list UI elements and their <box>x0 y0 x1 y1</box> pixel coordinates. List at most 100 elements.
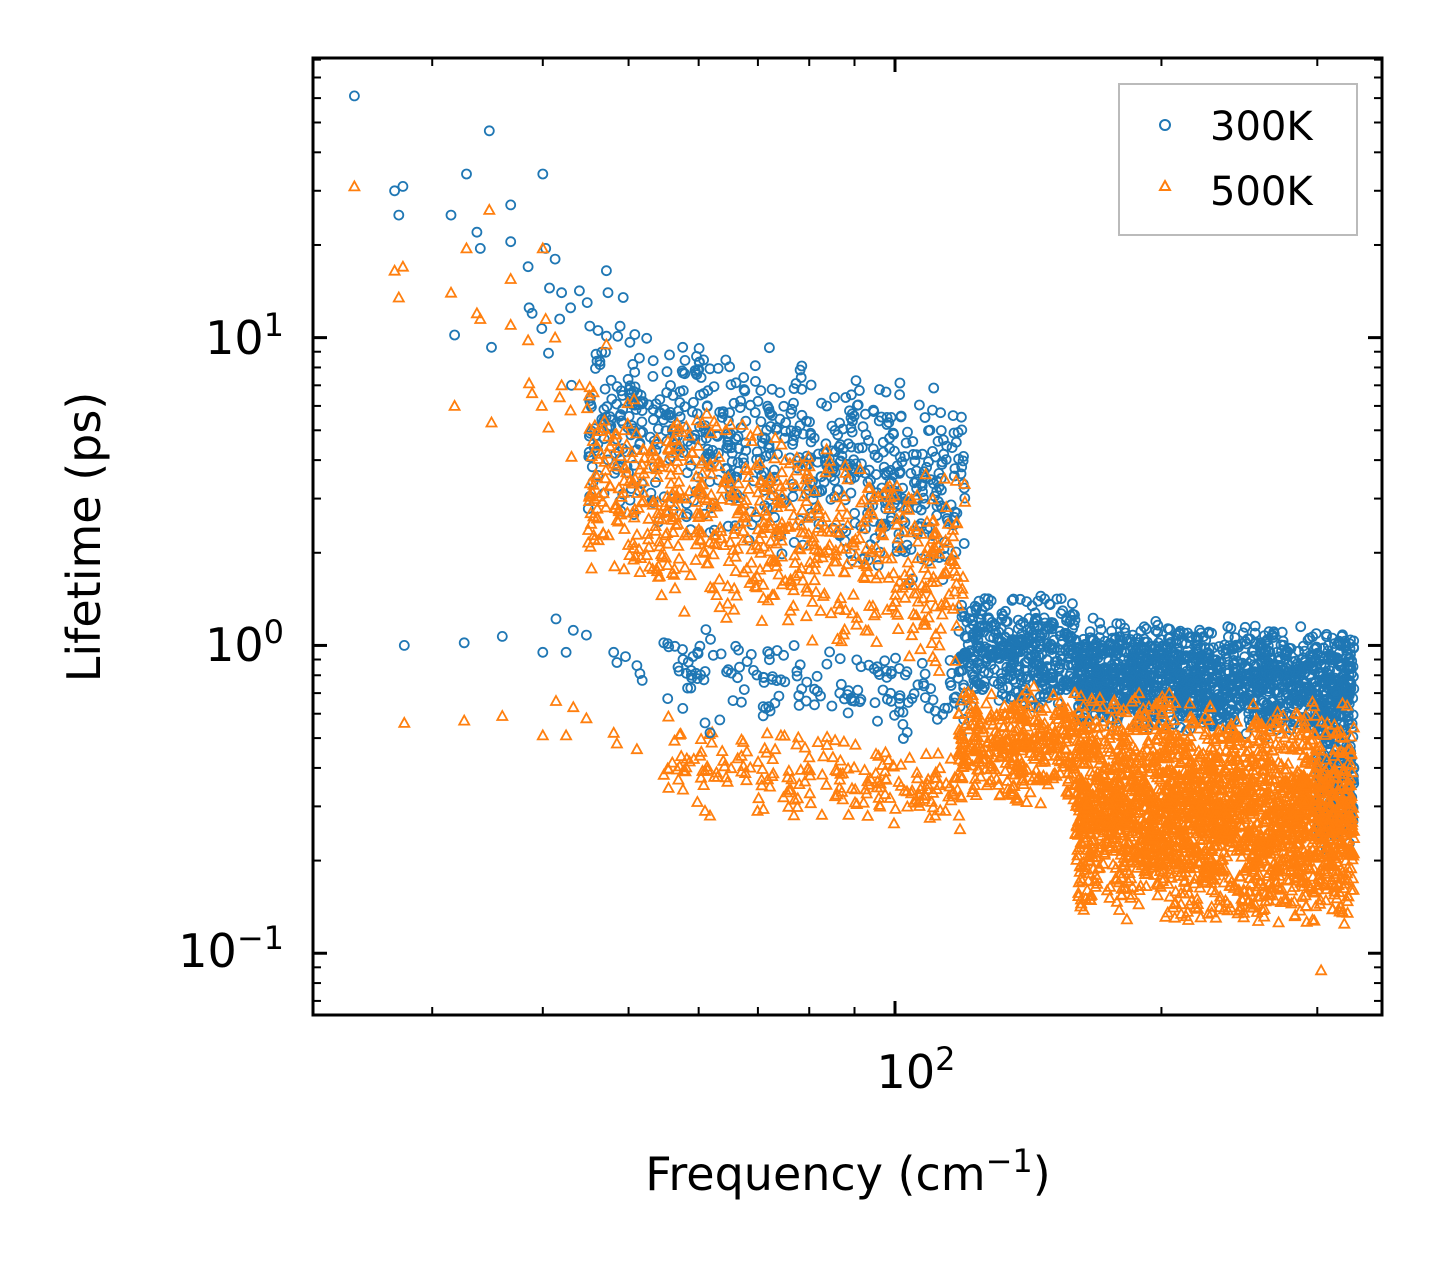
point-300k <box>924 424 936 436</box>
point-300k <box>856 442 868 454</box>
point-300k <box>714 714 726 726</box>
point-300k <box>945 680 957 691</box>
point-300k <box>652 423 664 435</box>
point-300k <box>929 490 941 502</box>
point-300k <box>787 482 799 493</box>
point-300k <box>837 423 849 435</box>
point-300k <box>583 451 595 463</box>
point-300k <box>1035 638 1046 650</box>
point-300k <box>911 465 922 477</box>
point-300k <box>788 640 800 651</box>
point-300k <box>629 399 641 411</box>
point-300k <box>721 666 732 678</box>
point-300k <box>679 401 691 413</box>
point-300k <box>661 387 673 398</box>
point-300k <box>788 383 800 395</box>
point-300k <box>978 666 990 678</box>
point-300k <box>976 684 988 695</box>
point-300k <box>825 493 837 505</box>
point-300k <box>763 439 775 451</box>
point-300k <box>937 709 948 720</box>
point-300k <box>976 620 987 632</box>
point-300k <box>870 469 882 480</box>
point-300k <box>762 646 774 657</box>
point-300k <box>894 389 905 401</box>
point-300k <box>629 329 641 340</box>
point-300k <box>860 429 872 441</box>
point-300k <box>868 404 879 416</box>
point-300k <box>776 548 788 560</box>
point-300k <box>650 398 662 410</box>
point-300k <box>690 367 702 379</box>
point-300k <box>787 435 799 447</box>
point-300k <box>679 354 691 366</box>
point-300k <box>996 673 1008 684</box>
point-300k <box>874 384 885 395</box>
point-300k <box>964 613 976 624</box>
point-300k <box>794 420 806 432</box>
point-300k <box>796 383 808 395</box>
point-300k <box>1054 625 1066 637</box>
point-300k <box>880 386 892 398</box>
point-300k <box>749 360 761 372</box>
point-300k <box>941 513 953 524</box>
point-300k <box>1021 633 1033 644</box>
point-300k <box>813 518 825 530</box>
point-300k <box>590 362 601 374</box>
point-300k <box>912 679 924 691</box>
point-300k <box>764 342 775 354</box>
point-300k <box>1055 593 1067 604</box>
point-300k <box>738 372 750 384</box>
point-300k <box>662 693 674 704</box>
point-300k <box>775 674 787 686</box>
point-300k <box>1032 595 1044 607</box>
point-300k <box>1027 666 1038 678</box>
point-300k <box>617 403 629 415</box>
point-300k <box>700 624 712 635</box>
point-300k <box>996 608 1008 619</box>
point-300k <box>715 648 727 660</box>
point-300k <box>919 412 931 423</box>
point-300k <box>996 641 1007 653</box>
point-300k <box>788 397 799 409</box>
point-300k <box>1039 617 1051 629</box>
point-300k <box>958 538 970 549</box>
point-300k <box>946 442 958 454</box>
point-300k <box>650 476 661 488</box>
point-300k <box>829 391 840 403</box>
point-300k <box>958 651 970 663</box>
point-300k <box>978 647 990 659</box>
point-300k <box>592 469 604 481</box>
point-300k <box>600 411 612 423</box>
point-300k <box>1014 669 1026 680</box>
point-300k <box>816 397 827 409</box>
point-300k <box>903 697 914 708</box>
point-300k <box>654 407 666 418</box>
point-300k <box>917 448 928 460</box>
point-300k <box>768 464 780 476</box>
point-300k <box>692 646 703 658</box>
point-300k <box>1061 628 1072 639</box>
point-300k <box>990 620 1001 632</box>
point-300k <box>661 366 673 378</box>
point-300k <box>899 451 911 462</box>
point-300k <box>965 605 977 617</box>
point-300k <box>712 362 724 374</box>
point-300k <box>1015 674 1027 686</box>
point-300k <box>773 690 785 702</box>
point-300k <box>923 702 935 714</box>
point-300k <box>852 684 864 696</box>
point-300k <box>648 414 659 426</box>
point-300k <box>765 421 776 432</box>
point-300k <box>992 652 1003 664</box>
point-300k <box>846 389 857 401</box>
point-300k <box>809 683 820 695</box>
point-300k <box>624 336 636 348</box>
point-300k <box>764 648 775 660</box>
point-300k <box>932 435 944 447</box>
point-300k <box>796 360 808 372</box>
point-300k <box>869 449 881 461</box>
point-300k <box>936 458 948 470</box>
point-300k <box>1029 614 1041 626</box>
point-300k <box>1006 691 1017 703</box>
